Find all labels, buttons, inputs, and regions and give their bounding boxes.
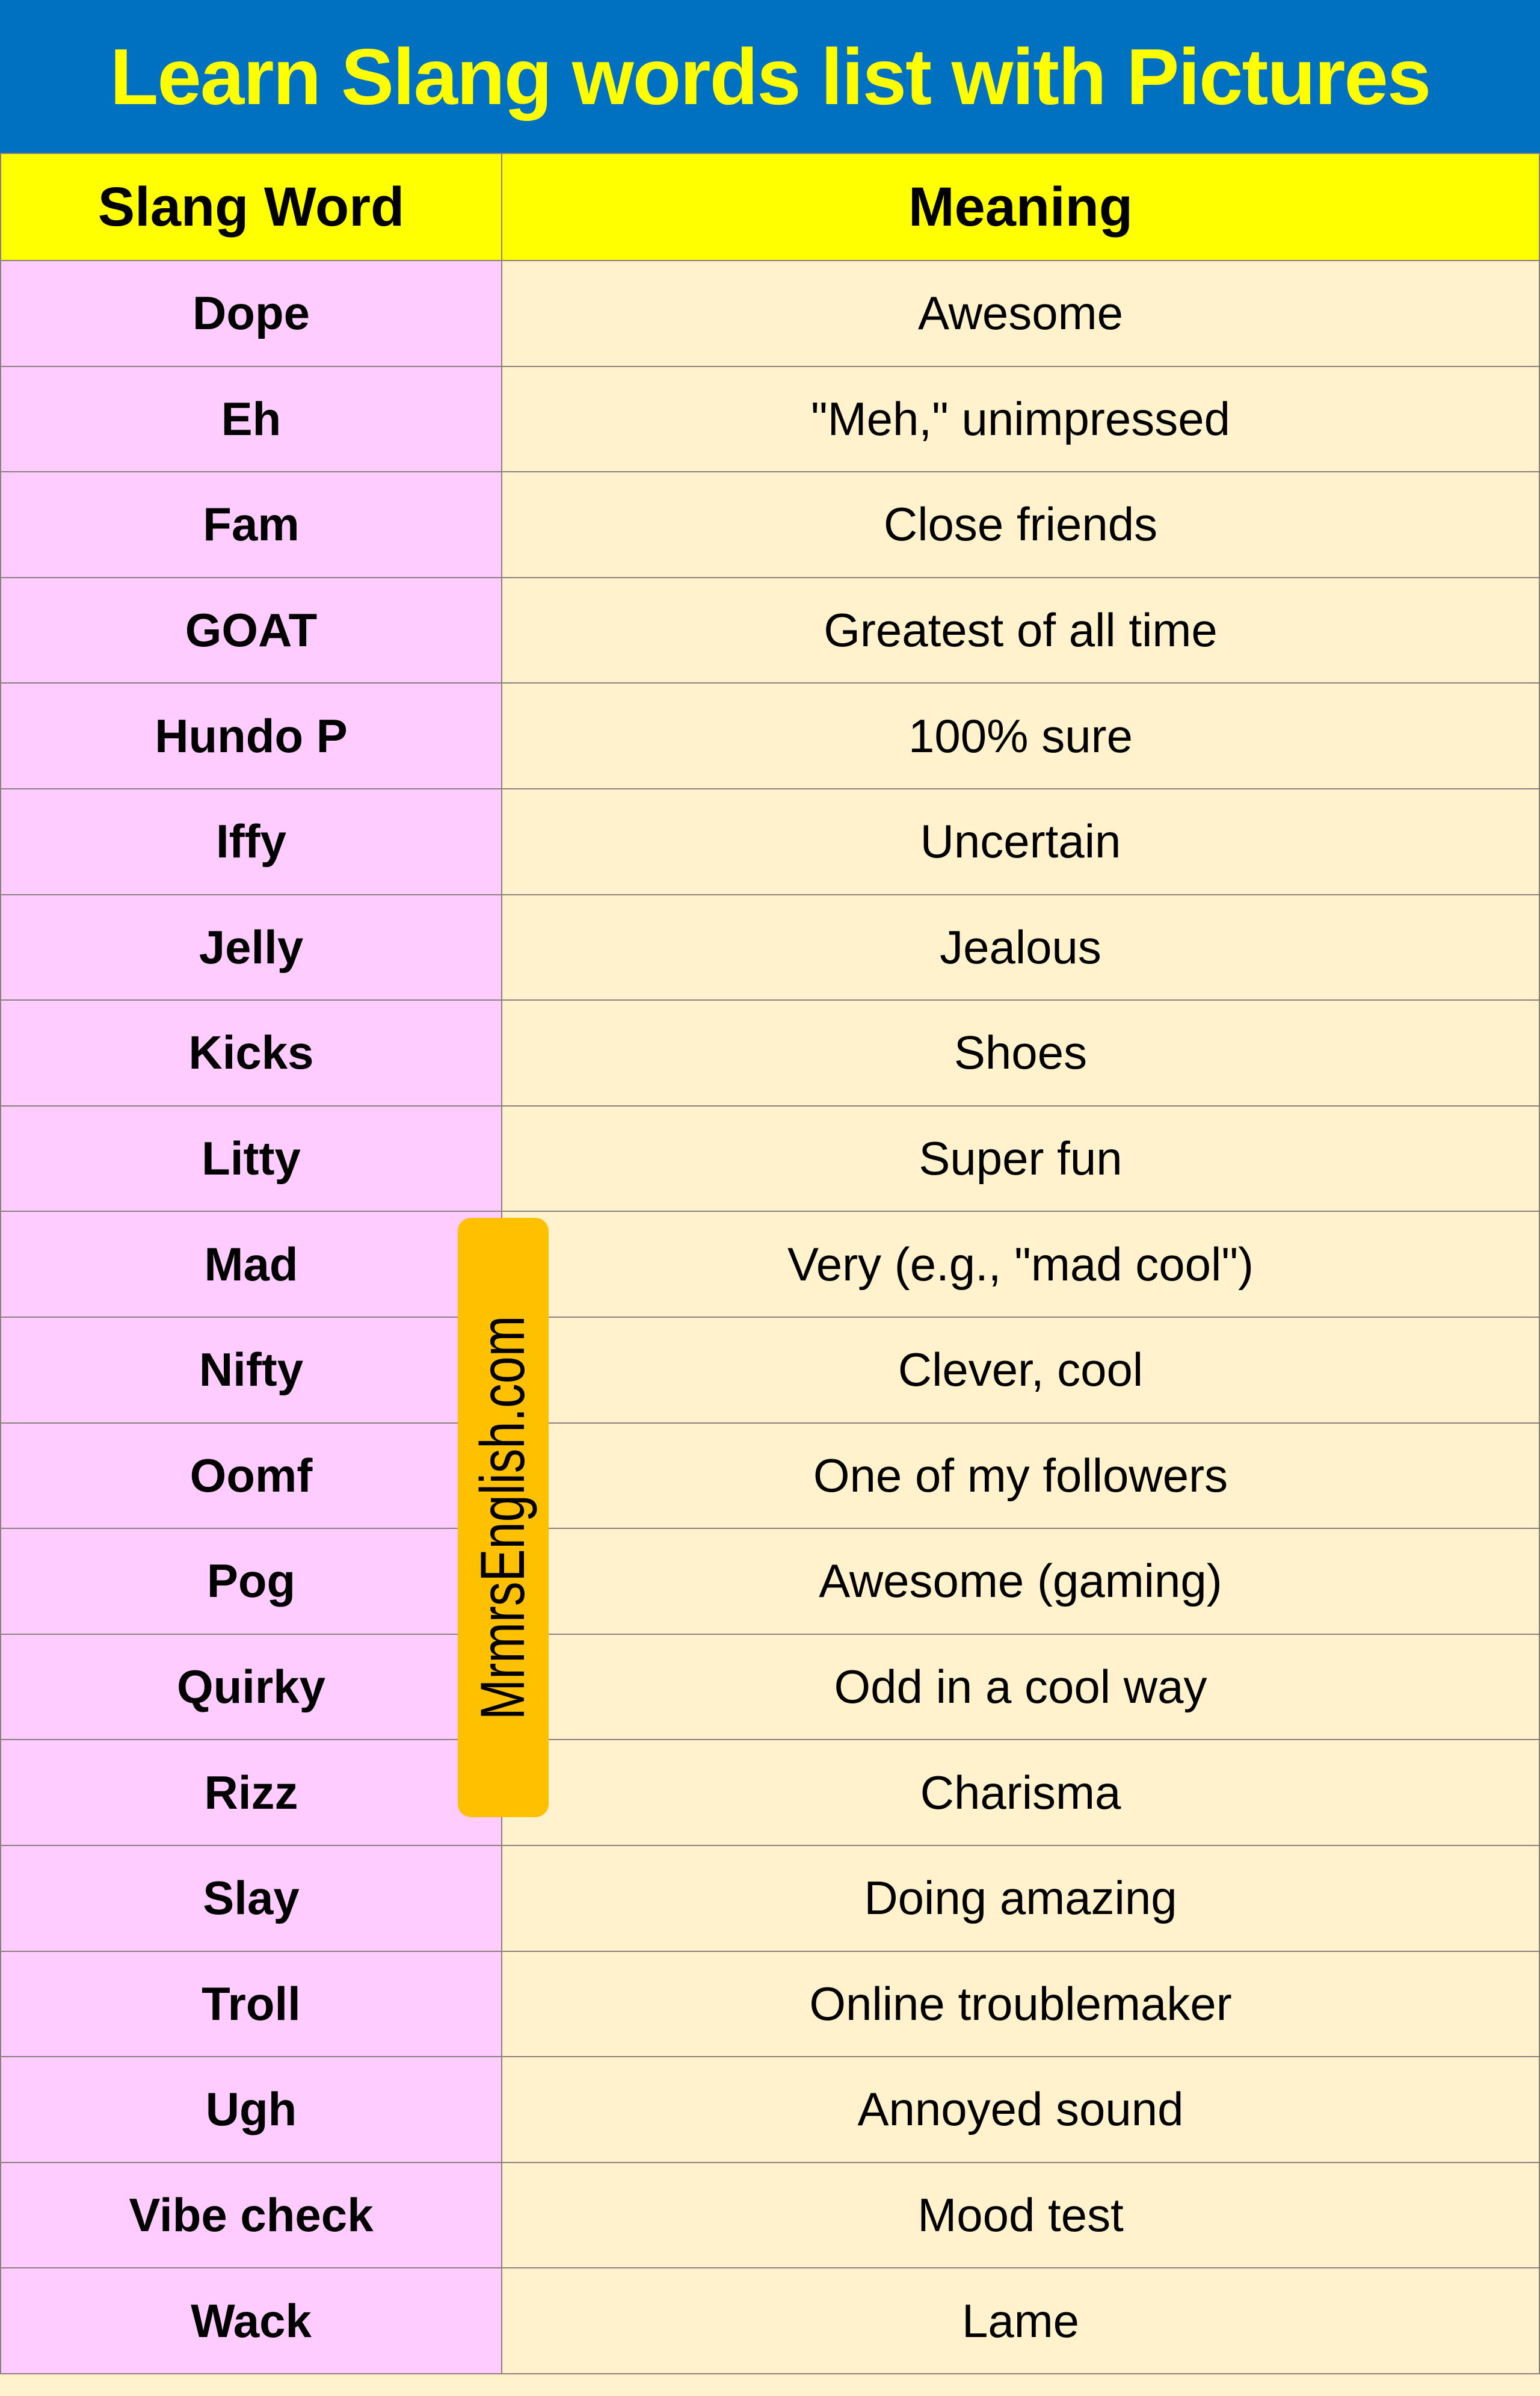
table-header-row: Slang Word Meaning xyxy=(0,153,1540,261)
slang-word-cell: Jelly xyxy=(0,894,502,1001)
table-row: Dope Awesome xyxy=(0,260,1540,367)
meaning-cell: Jealous xyxy=(501,894,1540,1001)
table-row: Wack Lame xyxy=(0,2267,1540,2374)
page-title: Learn Slang words list with Pictures xyxy=(109,32,1431,121)
table-row: Fam Close friends xyxy=(0,471,1540,578)
slang-word-cell: Rizz xyxy=(0,1739,502,1846)
meaning-cell: Greatest of all time xyxy=(501,576,1540,684)
meaning-cell: Very (e.g., "mad cool") xyxy=(501,1211,1540,1318)
slang-word-cell: Fam xyxy=(0,471,502,578)
slang-word-cell: Mad xyxy=(0,1211,502,1318)
watermark-badge: MrmrsEnglish.com xyxy=(458,1218,549,1817)
slang-word-cell: Troll xyxy=(0,1950,502,2058)
meaning-cell: Doing amazing xyxy=(501,1844,1540,1952)
table-row: Rizz Charisma xyxy=(0,1739,1540,1846)
meaning-cell: Uncertain xyxy=(501,788,1540,895)
table-row: Quirky Odd in a cool way xyxy=(0,1633,1540,1741)
slang-word-cell: Litty xyxy=(0,1105,502,1212)
title-banner: Learn Slang words list with Pictures xyxy=(0,0,1540,153)
table-body: Dope Awesome Eh "Meh," unimpressed Fam Close … xyxy=(0,260,1540,2374)
table-row: Hundo P 100% sure xyxy=(0,682,1540,789)
meaning-cell: Lame xyxy=(501,2267,1540,2374)
table-row: Ugh Annoyed sound xyxy=(0,2056,1540,2163)
slang-word-cell: Oomf xyxy=(0,1422,502,1530)
meaning-cell: Odd in a cool way xyxy=(501,1633,1540,1741)
meaning-cell: Clever, cool xyxy=(501,1316,1540,1424)
watermark-text: MrmrsEnglish.com xyxy=(468,1315,538,1720)
meaning-cell: 100% sure xyxy=(501,682,1540,789)
slang-word-cell: Wack xyxy=(0,2267,502,2374)
table-row: Eh "Meh," unimpressed xyxy=(0,365,1540,473)
table-row: GOAT Greatest of all time xyxy=(0,576,1540,684)
table-row: Pog Awesome (gaming) xyxy=(0,1528,1540,1635)
slang-word-cell: Nifty xyxy=(0,1316,502,1424)
meaning-cell: "Meh," unimpressed xyxy=(501,365,1540,473)
slang-word-cell: Kicks xyxy=(0,999,502,1107)
slang-word-cell: Hundo P xyxy=(0,682,502,789)
slang-word-cell: Slay xyxy=(0,1844,502,1952)
slang-word-cell: Ugh xyxy=(0,2056,502,2163)
slang-word-cell: Pog xyxy=(0,1528,502,1635)
meaning-cell: One of my followers xyxy=(501,1422,1540,1530)
slang-word-cell: Dope xyxy=(0,260,502,367)
slang-word-cell: Quirky xyxy=(0,1633,502,1741)
meaning-cell: Mood test xyxy=(501,2161,1540,2269)
table-row: Litty Super fun xyxy=(0,1105,1540,1212)
meaning-cell: Awesome xyxy=(501,260,1540,367)
meaning-cell: Online troublemaker xyxy=(501,1950,1540,2058)
table-row: Jelly Jealous xyxy=(0,894,1540,1001)
table-row: Mad Very (e.g., "mad cool") xyxy=(0,1211,1540,1318)
meaning-cell: Awesome (gaming) xyxy=(501,1528,1540,1635)
meaning-cell: Shoes xyxy=(501,999,1540,1107)
slang-table: Slang Word Meaning Dope Awesome Eh "Meh," u… xyxy=(0,153,1540,2374)
table-row: Troll Online troublemaker xyxy=(0,1950,1540,2058)
slang-word-cell: GOAT xyxy=(0,576,502,684)
slang-word-cell: Eh xyxy=(0,365,502,473)
meaning-cell: Super fun xyxy=(501,1105,1540,1212)
meaning-cell: Charisma xyxy=(501,1739,1540,1846)
meaning-cell: Annoyed sound xyxy=(501,2056,1540,2163)
table-row: Vibe check Mood test xyxy=(0,2161,1540,2269)
table-row: Nifty Clever, cool xyxy=(0,1316,1540,1424)
table-row: Kicks Shoes xyxy=(0,999,1540,1107)
meaning-cell: Close friends xyxy=(501,471,1540,578)
slang-word-cell: Vibe check xyxy=(0,2161,502,2269)
table-row: Iffy Uncertain xyxy=(0,788,1540,895)
header-slang-word: Slang Word xyxy=(0,153,502,261)
header-meaning: Meaning xyxy=(501,153,1540,261)
table-row: Slay Doing amazing xyxy=(0,1844,1540,1952)
slang-word-cell: Iffy xyxy=(0,788,502,895)
table-row: Oomf One of my followers xyxy=(0,1422,1540,1530)
